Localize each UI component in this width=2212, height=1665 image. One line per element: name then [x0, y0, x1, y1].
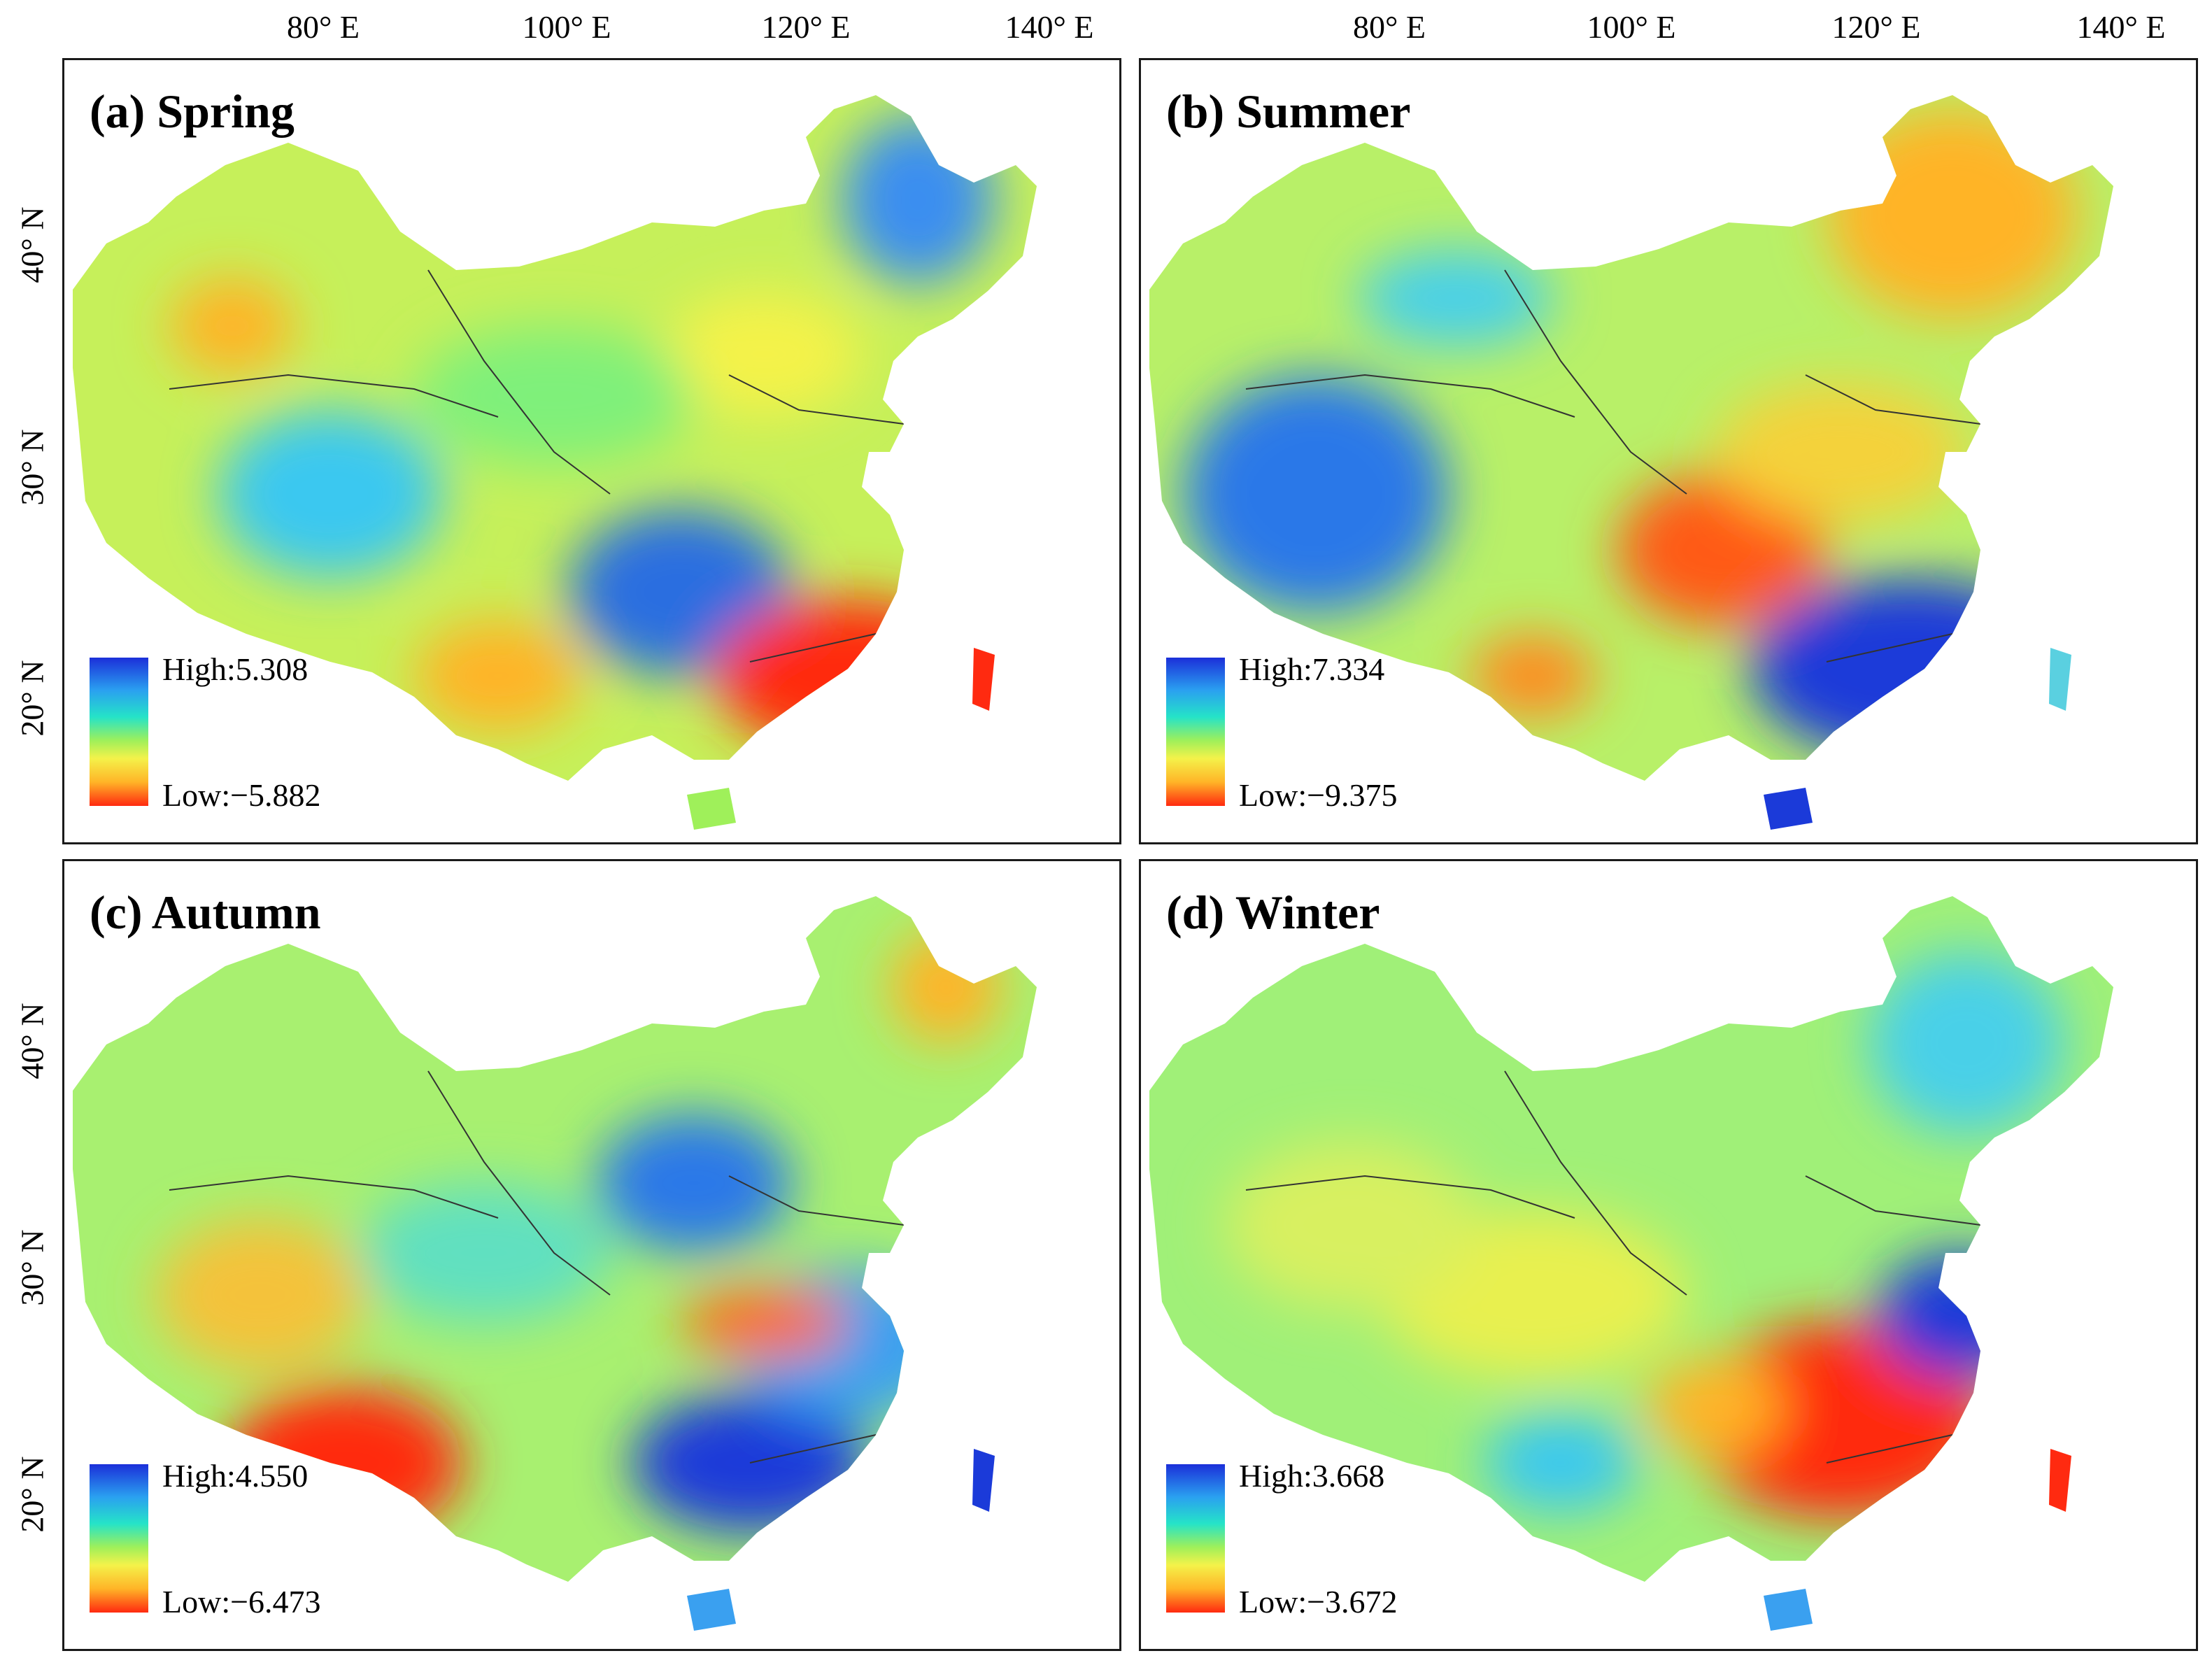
map-winter [1149, 896, 2113, 1631]
legend-high-label: High:3.668 [1239, 1458, 1385, 1494]
x-tick-100e-left: 100° E [522, 9, 611, 45]
legend: High:3.668 Low:−3.672 [1166, 1457, 1460, 1620]
y-tick-20n-top: 20° N [14, 660, 50, 737]
map-spring [73, 95, 1037, 830]
x-tick-80e-right: 80° E [1353, 9, 1426, 45]
x-tick-80e-left: 80° E [287, 9, 360, 45]
legend-low-label: Low:−6.473 [162, 1584, 321, 1620]
map-autumn [73, 896, 1037, 1631]
legend-color-ramp [1166, 1464, 1225, 1613]
x-tick-120e-left: 120° E [761, 9, 851, 45]
legend: High:5.308 Low:−5.882 [90, 651, 383, 813]
x-tick-120e-right: 120° E [1831, 9, 1921, 45]
panel-winter: (d) Winter High:3.668 Low:−3.672 [1139, 859, 2198, 1651]
legend-color-ramp [90, 1464, 148, 1613]
y-tick-20n-bottom: 20° N [14, 1456, 50, 1533]
panel-spring: (a) Spring High:5.308 Low:−5.882 [62, 58, 1121, 844]
panel-title: (b) Summer [1166, 85, 1411, 138]
legend: High:7.334 Low:−9.375 [1166, 651, 1460, 813]
y-tick-30n-bottom: 30° N [14, 1229, 50, 1306]
y-tick-40n-bottom: 40° N [14, 1002, 50, 1079]
legend-high-label: High:4.550 [162, 1458, 309, 1494]
panel-title: (d) Winter [1166, 886, 1380, 939]
panel-summer: (b) Summer High:7.334 Low:−9.375 [1139, 58, 2198, 844]
map-summer [1149, 95, 2113, 830]
legend-color-ramp [1166, 658, 1225, 806]
y-tick-40n-top: 40° N [14, 206, 50, 283]
legend-color-ramp [90, 658, 148, 806]
panel-title: (a) Spring [90, 85, 295, 138]
panel-autumn: (c) Autumn High:4.550 Low:−6.473 [62, 859, 1121, 1651]
legend: High:4.550 Low:−6.473 [90, 1457, 383, 1620]
legend-low-label: Low:−9.375 [1239, 777, 1398, 813]
x-tick-140e-left: 140° E [1005, 9, 1094, 45]
x-tick-140e-right: 140° E [2076, 9, 2166, 45]
panel-title: (c) Autumn [90, 886, 321, 939]
legend-high-label: High:7.334 [1239, 651, 1385, 687]
x-tick-100e-right: 100° E [1587, 9, 1676, 45]
y-tick-30n-top: 30° N [14, 429, 50, 506]
legend-high-label: High:5.308 [162, 651, 309, 687]
legend-low-label: Low:−3.672 [1239, 1584, 1398, 1620]
legend-low-label: Low:−5.882 [162, 777, 321, 813]
